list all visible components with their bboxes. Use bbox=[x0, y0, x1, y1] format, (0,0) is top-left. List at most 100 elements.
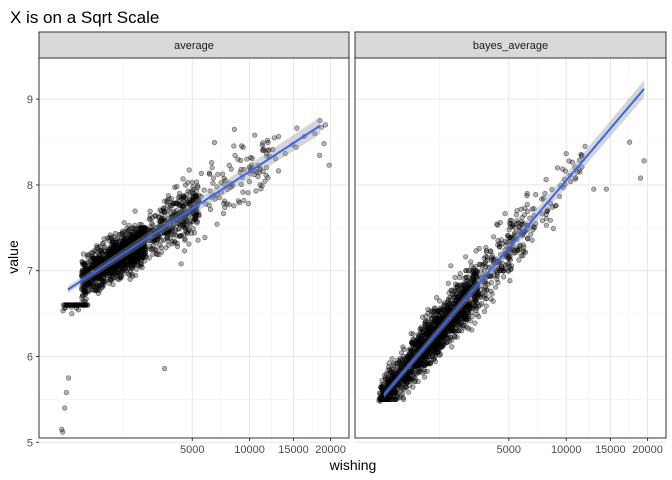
data-point bbox=[507, 278, 513, 284]
x-axis-title: wishing bbox=[329, 457, 377, 473]
data-point bbox=[95, 244, 101, 250]
data-point bbox=[446, 306, 452, 312]
data-point bbox=[429, 315, 435, 322]
data-point bbox=[174, 184, 180, 190]
data-point bbox=[112, 265, 118, 271]
data-point bbox=[191, 230, 198, 236]
data-point bbox=[172, 200, 178, 206]
data-point bbox=[87, 265, 93, 271]
data-point bbox=[430, 352, 436, 358]
data-point bbox=[176, 190, 183, 196]
data-point bbox=[165, 238, 171, 244]
data-point bbox=[133, 236, 139, 242]
data-point bbox=[419, 337, 425, 343]
data-point bbox=[186, 167, 192, 173]
data-point bbox=[513, 212, 519, 218]
data-point bbox=[99, 250, 105, 256]
data-point bbox=[159, 249, 165, 255]
facet-strip-label: average bbox=[174, 40, 214, 52]
data-point bbox=[162, 365, 168, 372]
data-point bbox=[509, 222, 516, 228]
data-point bbox=[147, 212, 153, 218]
y-tick-label: 5 bbox=[27, 437, 33, 449]
data-point bbox=[397, 355, 404, 362]
data-point bbox=[321, 141, 327, 147]
data-point bbox=[452, 334, 458, 340]
data-point bbox=[637, 175, 644, 181]
data-point bbox=[162, 208, 168, 214]
x-tick-label: 10000 bbox=[551, 444, 582, 456]
data-point bbox=[411, 379, 418, 385]
data-point bbox=[436, 352, 443, 358]
data-point bbox=[524, 208, 531, 214]
data-point bbox=[168, 230, 174, 236]
data-point bbox=[178, 203, 184, 209]
data-point bbox=[79, 273, 85, 279]
data-point bbox=[135, 262, 141, 268]
data-point bbox=[134, 266, 140, 272]
data-point bbox=[456, 275, 463, 281]
data-point bbox=[164, 234, 171, 240]
data-point bbox=[518, 206, 524, 212]
data-point bbox=[121, 235, 127, 241]
data-point bbox=[481, 308, 488, 315]
data-point bbox=[326, 162, 332, 168]
data-point bbox=[106, 272, 113, 279]
data-point bbox=[178, 233, 184, 239]
data-point bbox=[240, 189, 246, 195]
data-point bbox=[202, 234, 208, 241]
data-point bbox=[180, 223, 186, 229]
data-point bbox=[524, 201, 530, 208]
data-point bbox=[156, 251, 162, 258]
data-point bbox=[508, 217, 515, 223]
data-point bbox=[468, 263, 475, 269]
data-point bbox=[158, 244, 164, 251]
data-point bbox=[214, 221, 220, 227]
data-point bbox=[455, 323, 461, 329]
data-point bbox=[263, 172, 269, 178]
data-point bbox=[491, 272, 497, 279]
data-point bbox=[83, 296, 89, 302]
data-point bbox=[542, 190, 548, 197]
data-point bbox=[446, 339, 452, 345]
data-point bbox=[495, 242, 501, 248]
data-point bbox=[473, 248, 479, 254]
data-point bbox=[550, 225, 556, 232]
x-tick-label: 20000 bbox=[632, 444, 663, 456]
data-point bbox=[152, 212, 158, 219]
data-point bbox=[104, 235, 110, 241]
data-point bbox=[432, 359, 439, 365]
data-point bbox=[220, 171, 226, 177]
data-point bbox=[569, 159, 576, 165]
data-point bbox=[117, 274, 123, 280]
data-point bbox=[201, 187, 207, 193]
data-point bbox=[261, 148, 267, 154]
data-point bbox=[582, 143, 588, 149]
data-point bbox=[459, 283, 466, 289]
data-point bbox=[81, 302, 88, 308]
data-point bbox=[560, 166, 566, 172]
data-point bbox=[185, 226, 191, 232]
data-point bbox=[71, 302, 77, 308]
data-point bbox=[524, 193, 530, 199]
data-point bbox=[162, 198, 168, 204]
data-point bbox=[483, 254, 489, 260]
data-point bbox=[80, 287, 86, 293]
data-point bbox=[195, 237, 201, 243]
data-point bbox=[495, 279, 501, 286]
data-point bbox=[423, 313, 429, 319]
data-point bbox=[317, 152, 323, 158]
data-point bbox=[182, 248, 188, 254]
data-point bbox=[482, 284, 489, 291]
data-point bbox=[445, 280, 451, 286]
data-point bbox=[104, 276, 110, 282]
data-point bbox=[220, 210, 227, 217]
data-point bbox=[235, 156, 241, 162]
data-point bbox=[118, 270, 124, 276]
data-point bbox=[249, 155, 255, 162]
data-point bbox=[456, 328, 462, 334]
data-point bbox=[415, 332, 422, 338]
x-tick-label: 5000 bbox=[180, 444, 204, 456]
data-point bbox=[472, 320, 478, 326]
